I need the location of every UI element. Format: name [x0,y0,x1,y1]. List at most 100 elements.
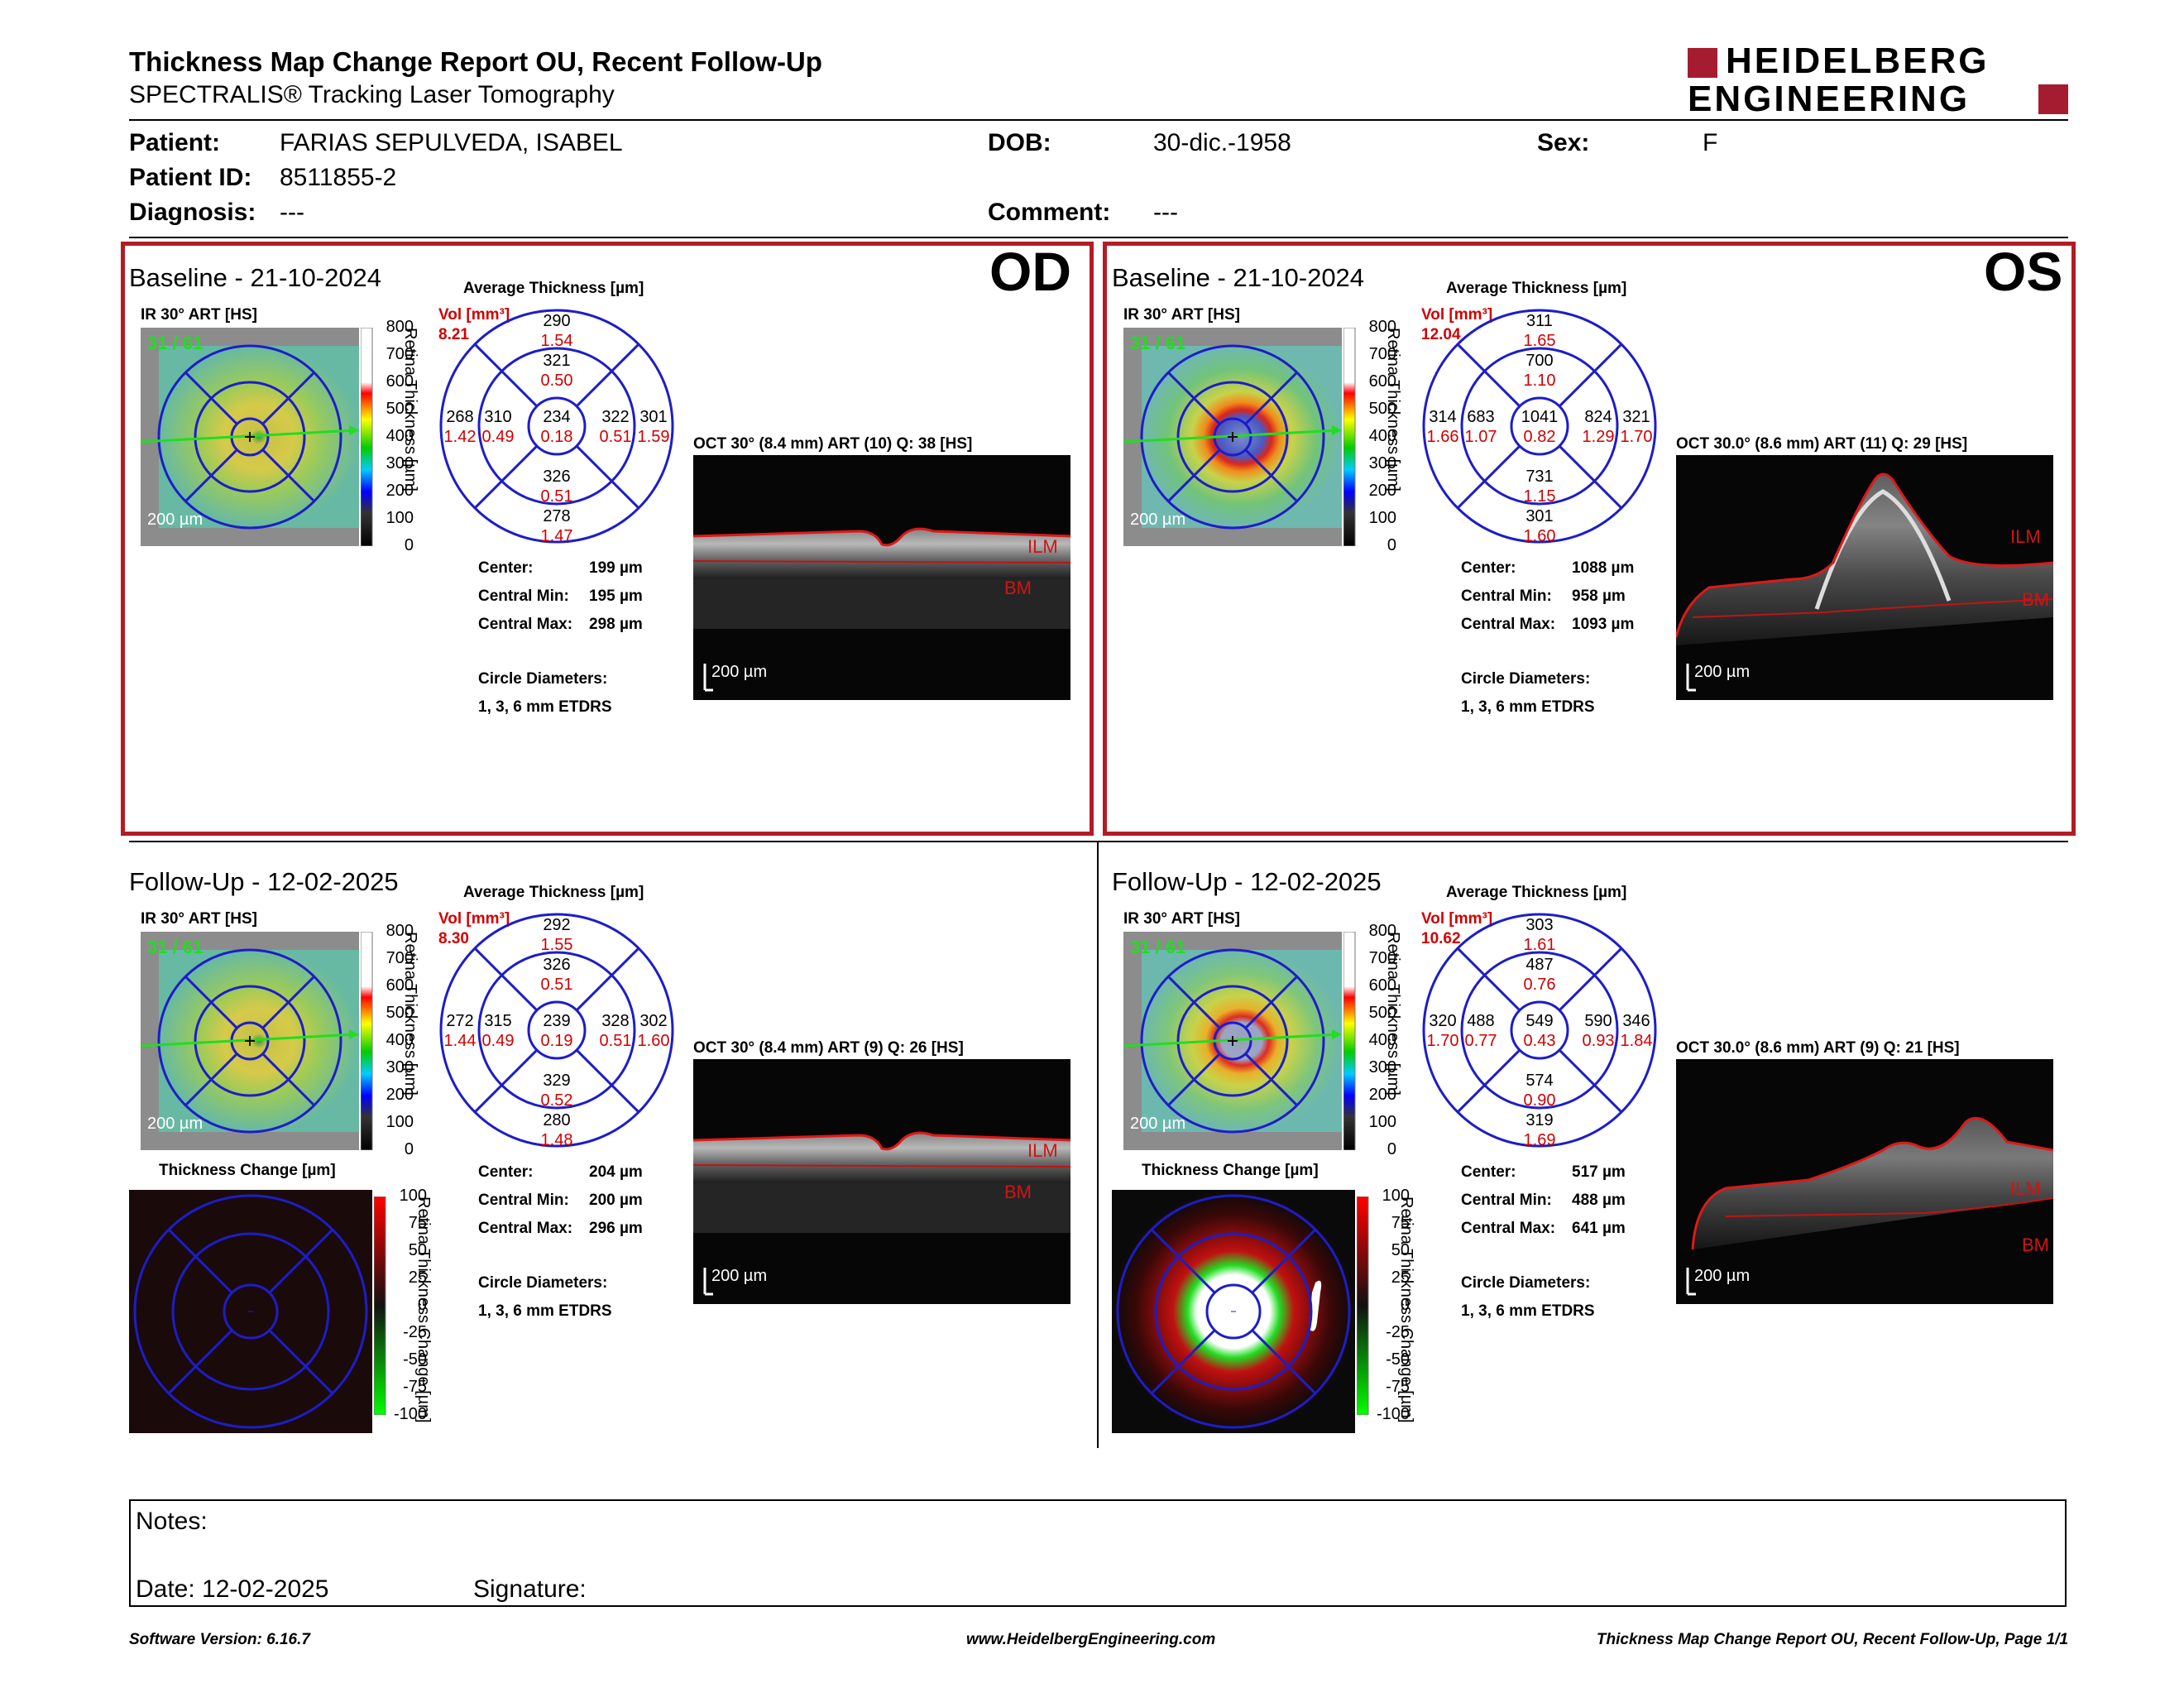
sector-thickness-nas-out: 346 [1622,1012,1650,1030]
bm-label: BM [1004,578,1032,598]
sector-thickness-sup-out: 311 [1526,312,1553,330]
mid-rule [129,841,2068,842]
central-max-label: Central Max: [1461,616,1556,633]
patient-rule [129,237,2068,238]
change-scale-tick: -25 [403,1323,427,1341]
thickness-scale-tick: 400 [386,1031,414,1049]
thickness-scale-tick: 400 [1368,427,1396,445]
sector-volume-inf-in: 1.15 [1524,487,1556,506]
etdrs-grid: 311 1.65 700 1.10 314 1.66 683 1.07 1041 0.82 824 1… [1422,309,1657,545]
thickness-scale-tick: 100 [386,1113,414,1131]
etdrs-grid: 290 1.54 321 0.50 268 1.42 310 0.49 234 0.18 322 0.… [439,309,674,545]
sector-thickness-nas-out: 321 [1622,408,1650,426]
thickness-change-map [129,1190,372,1433]
sector-thickness-inf-in: 329 [543,1072,570,1090]
thickness-scale-tick: 700 [386,949,414,967]
panel-od-fu: Follow-Up - 12-02-2025 IR 30° ART [HS] 200… [129,867,1080,1446]
change-scale-tick: 100 [1382,1187,1410,1205]
sector-volume-sup-out: 1.61 [1524,936,1556,954]
sector-volume-temp-out: 1.66 [1427,428,1459,446]
thickness-scale-tick: 300 [1368,454,1396,472]
change-axis-label: Retina Thickness Change [µm] [1397,1196,1415,1423]
volume-label: Vol [mm³] [1421,306,1493,324]
bm-label: BM [2022,1235,2049,1255]
sector-thickness-temp-in: 488 [1467,1012,1494,1030]
sector-thickness-center: 549 [1525,1012,1553,1030]
center-label: Center: [478,1163,534,1181]
thickness-scale-tick: 800 [386,318,414,336]
change-scale-tick: 50 [1391,1241,1410,1259]
scalebar-label: 200 µm [1130,1115,1185,1133]
thickness-scale-tick: 200 [386,1086,414,1104]
thickness-scale-tick: 0 [1387,536,1396,554]
sector-thickness-temp-out: 314 [1429,408,1456,426]
thickness-scale-tick: 700 [1368,345,1396,363]
central-max-label: Central Max: [478,616,573,633]
panel-heading: Follow-Up - 12-02-2025 [1112,867,1382,896]
circle-diameters-value: 1, 3, 6 mm ETDRS [1461,698,1595,716]
change-scale-tick: -75 [1386,1378,1410,1396]
average-thickness-title: Average Thickness [µm] [463,280,644,297]
sector-thickness-sup-out: 290 [543,312,570,330]
circle-diameters-label: Circle Diameters: [1461,1274,1591,1292]
sector-thickness-sup-in: 700 [1525,352,1553,370]
sector-thickness-nas-out: 301 [639,408,667,426]
thickness-color-scale [1343,932,1356,1150]
change-scale-tick: 100 [399,1187,427,1205]
sector-thickness-nas-out: 302 [639,1012,667,1030]
change-scale-tick: 75 [408,1214,427,1232]
thickness-axis-label: Retina Thickness [µm] [1384,932,1402,1096]
ir-label: IR 30° ART [HS] [141,306,257,324]
central-min-value: 958 µm [1572,587,1626,605]
central-min-value: 200 µm [589,1192,643,1209]
notes-box[interactable]: Notes: Date: 12-02-2025 Signature: [129,1499,2067,1607]
sector-volume-temp-out: 1.70 [1427,1032,1459,1050]
sector-volume-temp-out: 1.42 [444,428,477,446]
sector-volume-center: 0.82 [1524,428,1556,446]
sector-volume-temp-in: 1.07 [1465,428,1497,446]
thickness-change-title: Thickness Change [µm] [159,1162,336,1179]
diagnosis-value: --- [280,199,304,226]
sector-volume-inf-out: 1.60 [1524,527,1556,545]
panel-od-base: Baseline - 21-10-2024 OD IR 30° ART [HS] 20… [129,241,1080,842]
circle-diameters-label: Circle Diameters: [478,670,608,688]
ir-thickness-map: 200 µm 31 / 61 [141,932,359,1150]
change-scale-tick: 0 [417,1296,427,1314]
sector-thickness-inf-out: 319 [1525,1111,1553,1129]
sector-volume-sup-out: 1.54 [541,332,573,350]
circle-diameters-label: Circle Diameters: [478,1274,608,1292]
etdrs-grid: 303 1.61 487 0.76 320 1.70 488 0.77 549 0.43 590 0.… [1422,913,1657,1149]
thickness-scale-tick: 200 [386,482,414,500]
thickness-scale-tick: 400 [1368,1031,1396,1049]
sector-thickness-inf-out: 301 [1525,507,1553,525]
oct-bscan: ILM BM 200 µm [1676,455,2053,700]
header-rule [129,119,2068,121]
oct-scalebar-label: 200 µm [1694,663,1750,681]
thickness-scale-tick: 700 [386,345,414,363]
thickness-scale-tick: 500 [1368,400,1396,418]
sector-volume-sup-in: 0.76 [1524,976,1556,994]
sex-label: Sex: [1537,129,1590,156]
center-label: Center: [478,559,534,577]
sector-thickness-center: 1041 [1521,408,1559,426]
website-link[interactable]: www.HeidelbergEngineering.com [966,1631,1216,1648]
oct-bscan: ILM BM 200 µm [693,1059,1070,1304]
change-scale-tick: 50 [408,1241,427,1259]
panel-heading: Baseline - 21-10-2024 [129,263,382,292]
thickness-scale-tick: 500 [386,1004,414,1022]
logo-line-1: HEIDELBERG [1726,41,1990,81]
thickness-scale-tick: 600 [1368,976,1396,995]
sector-thickness-inf-out: 280 [543,1111,570,1129]
thickness-scale-tick: 600 [386,976,414,995]
sector-volume-inf-out: 1.48 [541,1131,573,1149]
sector-volume-nas-in: 0.93 [1583,1032,1615,1050]
sector-volume-inf-out: 1.69 [1524,1131,1556,1149]
central-min-label: Central Min: [1461,1192,1552,1209]
sector-thickness-inf-in: 326 [543,468,570,486]
ir-label: IR 30° ART [HS] [1123,910,1240,928]
comment-label: Comment: [988,199,1111,226]
thickness-scale-tick: 200 [1368,482,1396,500]
etdrs-grid: 292 1.55 326 0.51 272 1.44 315 0.49 239 0.19 328 0.… [439,913,674,1149]
thickness-scale-tick: 100 [386,509,414,527]
average-thickness-title: Average Thickness [µm] [1446,280,1627,297]
